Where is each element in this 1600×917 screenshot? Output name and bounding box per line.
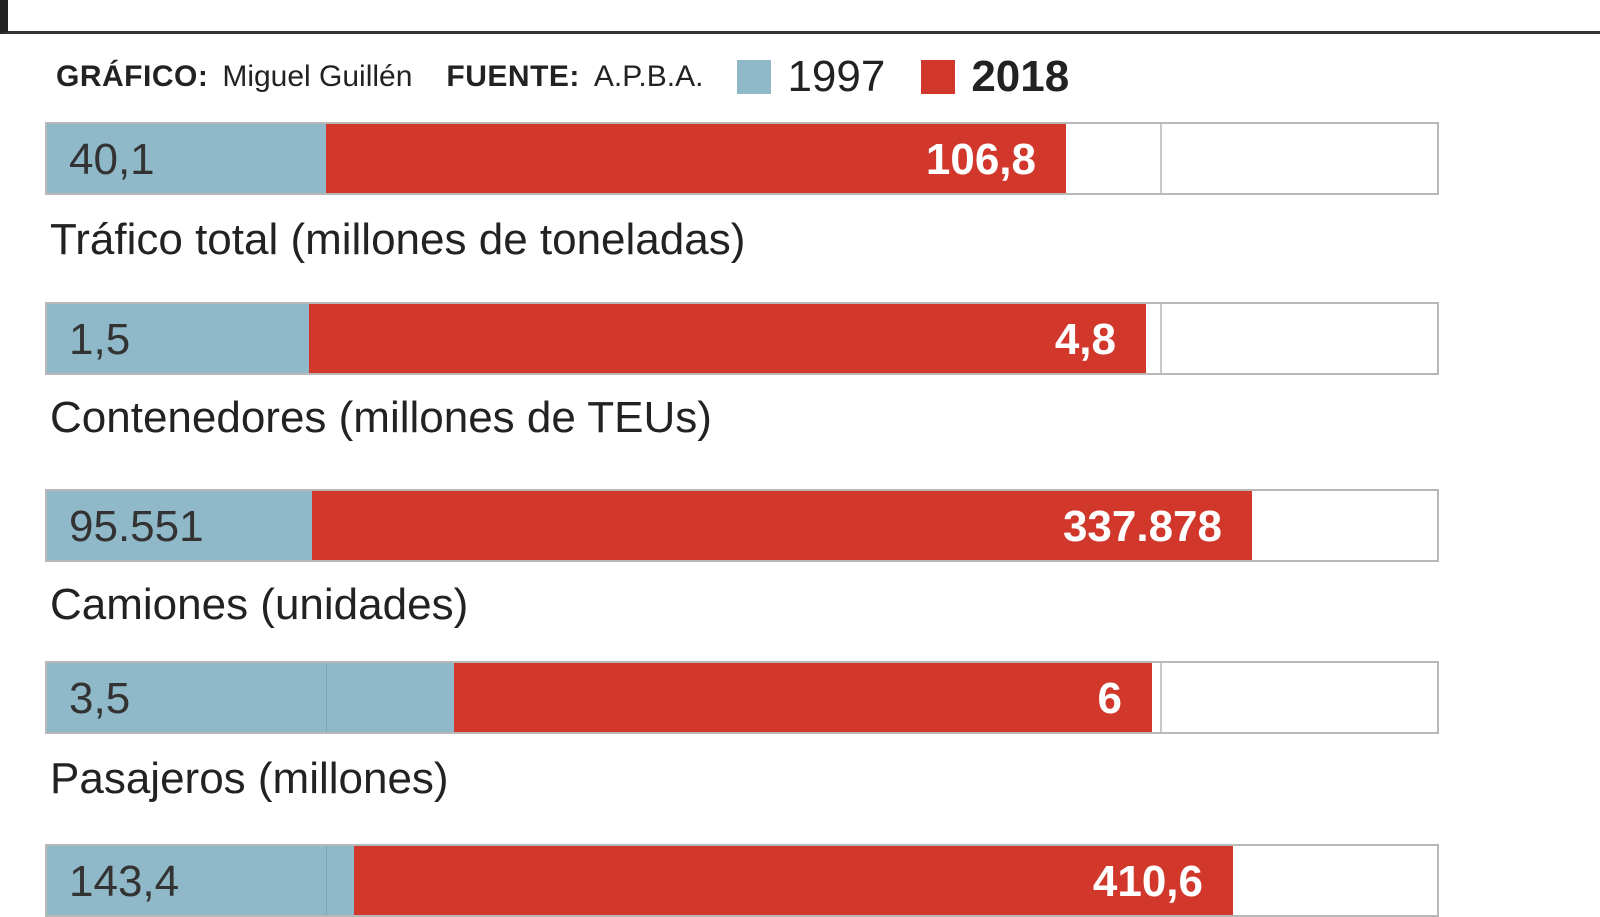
gridline [1160,124,1162,193]
category-label: Contenedores (millones de TEUs) [50,393,712,442]
gridline [1160,304,1162,373]
bar-2018 [312,491,1252,560]
bar-row: 40,1 106,8 [45,122,1439,195]
category-label: Pasajeros (millones) [50,754,449,803]
fuente-value: A.P.B.A. [593,60,704,93]
bar-1997 [47,491,312,560]
data-label-1997: 40,1 [69,135,155,184]
legend-label-1997: 1997 [787,52,886,101]
legend-label-2018: 2018 [971,52,1070,101]
title-box: Crecimiento de la actividad [0,0,1600,34]
data-label-2018: 4,8 [1054,315,1116,364]
data-label-2018: 337.878 [1062,502,1222,551]
grafico-label: GRÁFICO: [56,60,209,93]
category-label: Camiones (unidades) [50,580,469,629]
data-label-2018: 410,6 [1092,857,1203,906]
bar-row: 95.551 337.878 [45,489,1439,562]
data-label-1997: 143,4 [69,857,180,906]
grafico-value: Miguel Guillén [222,60,413,93]
chart-title: Crecimiento de la actividad [58,0,887,9]
legend-swatch-2018 [921,60,956,94]
gridline [1160,663,1162,732]
category-label: Tráfico total (millones de toneladas) [50,215,746,264]
bar-row: 1,5 4,8 [45,302,1439,375]
bar-row: 3,5 6 [45,661,1439,734]
legend-swatch-1997 [737,60,772,94]
bar-row: 143,4 410,6 [45,844,1439,917]
data-label-1997: 3,5 [69,674,131,723]
data-label-2018: 106,8 [925,135,1036,184]
data-label-1997: 1,5 [69,315,131,364]
bar-1997 [47,124,326,193]
bar-2018 [326,124,1066,193]
data-label-1997: 95.551 [69,502,204,551]
bar-divider [326,846,327,915]
credits-legend-row: GRÁFICO: Miguel Guillén FUENTE: A.P.B.A.… [56,52,1105,102]
bar-2018 [309,304,1146,373]
bar-1997 [47,663,454,732]
bar-divider [326,663,327,732]
data-label-2018: 6 [1097,674,1122,723]
bar-2018 [454,663,1152,732]
bar-1997 [47,304,309,373]
fuente-label: FUENTE: [446,60,580,93]
